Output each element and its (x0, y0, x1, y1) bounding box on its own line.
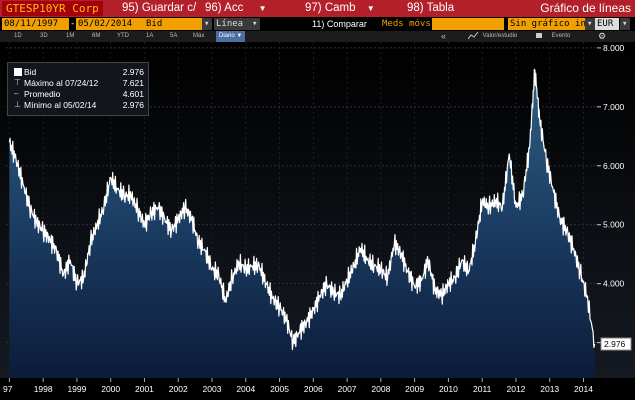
gear-icon[interactable]: ⚙ (598, 31, 607, 41)
chevron-down-icon[interactable]: ▾ (202, 18, 212, 30)
compare-button[interactable]: 11) Comparar (312, 19, 367, 29)
moving-average-field[interactable] (432, 18, 466, 30)
chevron-down-icon[interactable]: ▾ (620, 18, 630, 30)
series-area (9, 69, 595, 379)
ticker-field[interactable]: GTESP10YR Corp (2, 1, 103, 16)
period-1a[interactable]: 1A (146, 33, 154, 39)
period-max[interactable]: Máx (193, 33, 205, 39)
date-separator: - (70, 19, 76, 29)
legend: Bid 2.976 ⊤ Máximo al 07/24/12 7.621 – P… (7, 62, 149, 116)
x-tick-label: 2010 (439, 384, 458, 394)
chevron-down-icon: ▼ (366, 4, 375, 13)
x-tick-label: 2002 (169, 384, 188, 394)
currency-select[interactable]: EUR (595, 18, 619, 30)
x-tick-label: 2005 (270, 384, 289, 394)
end-date-field[interactable]: 05/02/2014 (76, 18, 144, 30)
flag-icon (536, 32, 542, 38)
chevron-down-icon[interactable]: ▾ (250, 18, 260, 30)
period-bar: 1D 3D 1M 6M YTD 1A 5A Máx Diario ▼ « Val… (0, 31, 635, 42)
title-bar: GTESP10YR Corp 95) Guardar c/ 96) Acc ▼ … (0, 0, 635, 17)
legend-entry-bid[interactable]: Bid 2.976 (12, 67, 144, 77)
moving-averages-button[interactable]: Meds móvs (382, 19, 431, 29)
x-axis-labels: 97 1998 1999 2000 2001 2002 2003 2004 2005 2006 20… (3, 378, 593, 394)
x-tick-label: 2007 (338, 384, 357, 394)
period-1d[interactable]: 1D (14, 33, 22, 39)
legend-entry-average: – Promedio 4.601 (14, 89, 144, 99)
x-tick-label: 2011 (473, 384, 492, 394)
start-date-field[interactable]: 08/11/1997 (2, 18, 69, 30)
y-tick-label: 7.000 (603, 102, 625, 112)
control-bar: 08/11/1997 - 05/02/2014 Bid ▾ Línea ▾ 11… (0, 17, 635, 31)
field-select[interactable]: Bid (144, 18, 204, 30)
y-tick-label: 8.000 (603, 43, 625, 53)
series-line-bid (8, 68, 596, 351)
save-menu[interactable]: 95) Guardar c/ (122, 2, 197, 14)
table-menu[interactable]: 98) Tabla (407, 2, 455, 14)
min-marker-icon: ⊥ (14, 100, 21, 109)
x-tick-label: 2004 (236, 384, 255, 394)
x-tick-label: 2006 (304, 384, 323, 394)
x-axis: 97 1998 1999 2000 2001 2002 2003 2004 2005 2006 20… (0, 378, 635, 400)
y-tick-label: 6.000 (603, 161, 625, 171)
x-tick-label: 2012 (506, 384, 525, 394)
chart-type-select[interactable]: Línea (214, 18, 252, 30)
moving-average-field-2[interactable] (466, 18, 504, 30)
period-ytd[interactable]: YTD (117, 33, 129, 39)
frequency-select[interactable]: Diario ▼ (216, 31, 246, 42)
x-tick-label: 2013 (540, 384, 559, 394)
last-value-box (600, 337, 632, 351)
x-tick-label: 2009 (405, 384, 424, 394)
y-tick-label: 4.000 (603, 279, 625, 289)
sub-chart-select[interactable]: Sin gráfico inferi (508, 18, 586, 30)
chart-type-title: Gráfico de líneas (540, 1, 631, 15)
x-tick-label: 2000 (101, 384, 120, 394)
chevron-down-icon[interactable]: ▾ (585, 18, 595, 30)
change-menu[interactable]: 97) Camb ▼ (305, 2, 375, 14)
legend-entry-min: ⊥ Mínimo al 05/02/14 2.976 (14, 100, 144, 110)
period-3d[interactable]: 3D (40, 33, 48, 39)
chevron-down-icon: ▼ (258, 4, 267, 13)
x-tick-label: 2003 (203, 384, 222, 394)
period-5a[interactable]: 5A (170, 33, 178, 39)
x-tick-label: 1999 (67, 384, 86, 394)
last-value-label: 2.976 (604, 339, 626, 349)
study-chart-icon (467, 31, 479, 40)
average-marker-icon: – (14, 89, 19, 98)
y-tick-label: 5.000 (603, 220, 625, 230)
max-marker-icon: ⊤ (14, 78, 21, 87)
x-tick-label: 1998 (34, 384, 53, 394)
legend-swatch (14, 68, 22, 76)
actions-menu[interactable]: 96) Acc ▼ (205, 2, 267, 14)
collapse-button[interactable]: « (441, 31, 447, 41)
legend-entry-max: ⊤ Máximo al 07/24/12 7.621 (14, 78, 144, 88)
x-tick-label: 2008 (371, 384, 390, 394)
study-button[interactable]: Valor/estudio (467, 31, 517, 42)
x-tick-label: 2014 (574, 384, 593, 394)
x-tick-label: 97 (3, 384, 13, 394)
x-tick-label: 2001 (135, 384, 154, 394)
events-button[interactable]: Evento (536, 31, 570, 42)
period-1m[interactable]: 1M (66, 33, 75, 39)
period-6m[interactable]: 6M (92, 33, 101, 39)
